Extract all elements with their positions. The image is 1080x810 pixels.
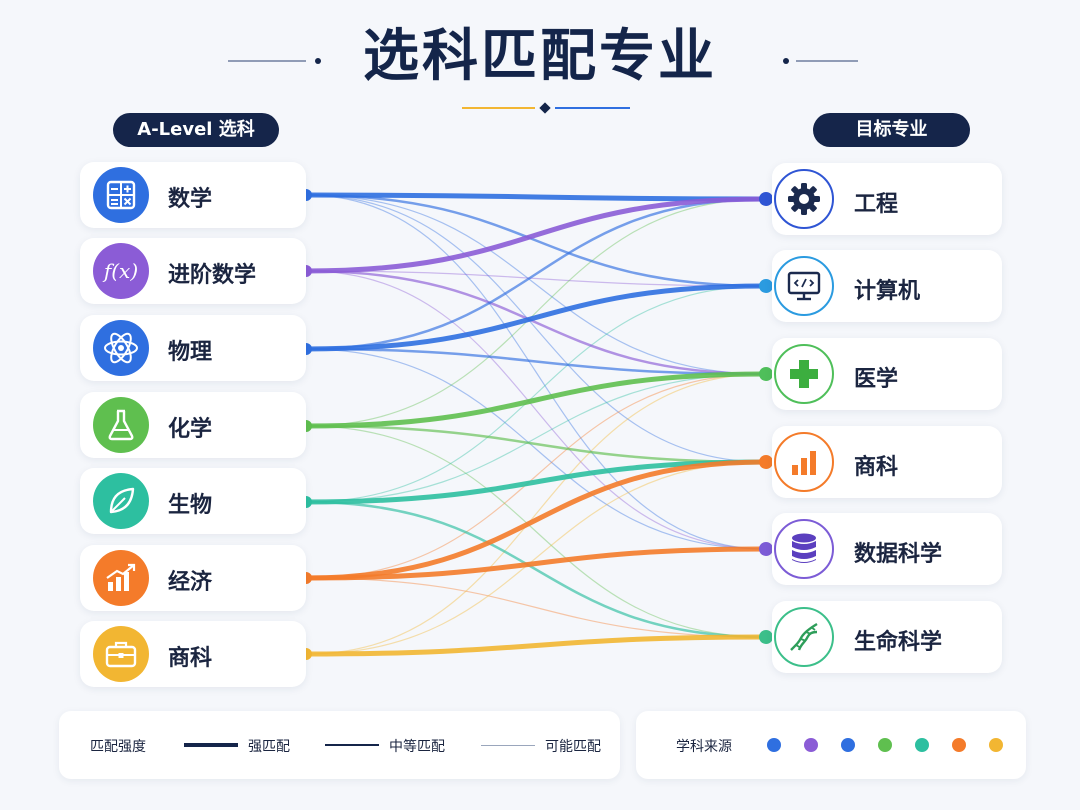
function-fx-icon: f(x)	[93, 243, 149, 299]
link-line-strong	[303, 546, 769, 581]
major-connector-dot	[759, 279, 773, 293]
briefcase-icon	[93, 626, 149, 682]
subject-label: 数学	[168, 187, 213, 212]
major-label: 商科	[854, 455, 899, 480]
major-card-computer-science[interactable]: 计算机	[772, 250, 1002, 322]
link-line-strong	[303, 459, 769, 505]
link-line-weak	[305, 373, 767, 579]
source-dot	[989, 738, 1003, 752]
leaf-icon	[93, 473, 149, 529]
link-line-weak	[305, 194, 767, 375]
link-line-strong	[303, 634, 769, 657]
major-connector-dot	[759, 192, 773, 206]
majors-header: 目标专业	[813, 113, 970, 147]
title-decoration	[228, 58, 858, 114]
major-card-life-science[interactable]: 生命科学	[772, 601, 1002, 673]
major-card-business[interactable]: 商科	[772, 426, 1002, 498]
link-line-weak	[305, 373, 767, 503]
subject-card-business[interactable]: 商科	[80, 621, 306, 687]
subject-card-further-math[interactable]: f(x) 进阶数学	[80, 238, 306, 304]
subject-label: 生物	[168, 493, 213, 518]
source-dot	[841, 738, 855, 752]
medium-line-sample	[325, 744, 379, 746]
subject-label: 化学	[168, 417, 213, 442]
major-label: 医学	[854, 367, 899, 392]
link-line-strong	[303, 192, 769, 202]
major-connector-dot	[759, 630, 773, 644]
dna-icon	[774, 607, 834, 667]
database-icon	[774, 519, 834, 579]
strong-line-sample	[184, 743, 238, 747]
major-label: 生命科学	[854, 630, 943, 655]
strength-legend: 匹配强度 强匹配 中等匹配 可能匹配	[59, 711, 620, 779]
link-line-medium	[304, 193, 768, 288]
link-line-weak	[305, 270, 767, 550]
major-connector-dot	[759, 455, 773, 469]
source-dot	[804, 738, 818, 752]
source-dot	[915, 738, 929, 752]
subject-label: 商科	[168, 646, 213, 671]
subject-card-biology[interactable]: 生物	[80, 468, 306, 534]
subjects-header: A-Level 选科	[113, 113, 279, 147]
major-label: 工程	[854, 192, 899, 217]
link-line-weak	[305, 194, 767, 463]
link-line-strong	[303, 459, 769, 581]
link-line-weak	[305, 577, 767, 638]
link-line-weak	[305, 461, 767, 655]
medical-cross-icon	[774, 344, 834, 404]
link-line-medium	[304, 197, 768, 351]
major-card-data-science[interactable]: 数据科学	[772, 513, 1002, 585]
link-line-weak	[305, 198, 767, 427]
link-line-strong	[303, 283, 769, 352]
link-line-strong	[303, 196, 769, 274]
major-label: 数据科学	[854, 542, 943, 567]
subject-card-chemistry[interactable]: 化学	[80, 392, 306, 458]
major-card-engineering[interactable]: 工程	[772, 163, 1002, 235]
weak-line-sample	[481, 745, 535, 746]
link-line-weak	[305, 373, 767, 655]
link-line-strong	[303, 371, 769, 429]
link-line-weak	[305, 194, 767, 550]
weak-label: 可能匹配	[545, 739, 601, 755]
svg-text:f(x): f(x)	[102, 259, 138, 283]
source-legend: 学科来源	[636, 711, 1026, 779]
major-connector-dot	[759, 542, 773, 556]
bar-chart-icon	[93, 550, 149, 606]
medium-label: 中等匹配	[389, 739, 445, 755]
calculator-icon	[93, 167, 149, 223]
bar-chart-icon	[774, 432, 834, 492]
source-dot	[952, 738, 966, 752]
atom-icon	[93, 320, 149, 376]
source-dot	[767, 738, 781, 752]
subject-label: 物理	[168, 340, 213, 365]
major-card-medicine[interactable]: 医学	[772, 338, 1002, 410]
flask-icon	[93, 397, 149, 453]
link-line-medium	[304, 269, 768, 376]
subject-label: 进阶数学	[168, 263, 257, 288]
strong-label: 强匹配	[248, 739, 290, 755]
monitor-code-icon	[774, 256, 834, 316]
source-dot	[878, 738, 892, 752]
link-line-medium	[304, 347, 768, 376]
page-title: 选科匹配专业	[363, 23, 717, 89]
link-line-weak	[305, 270, 767, 287]
major-connector-dot	[759, 367, 773, 381]
major-label: 计算机	[854, 279, 921, 304]
gear-icon	[774, 169, 834, 229]
subject-card-math[interactable]: 数学	[80, 162, 306, 228]
link-line-weak	[305, 285, 767, 503]
subject-card-physics[interactable]: 物理	[80, 315, 306, 381]
link-line-medium	[304, 500, 768, 639]
source-legend-title: 学科来源	[676, 739, 732, 755]
link-line-medium	[304, 424, 768, 464]
strength-legend-title: 匹配强度	[90, 739, 146, 755]
link-line-weak	[305, 348, 767, 550]
subject-label: 经济	[168, 570, 213, 595]
link-line-weak	[305, 425, 767, 638]
subject-card-economics[interactable]: 经济	[80, 545, 306, 611]
